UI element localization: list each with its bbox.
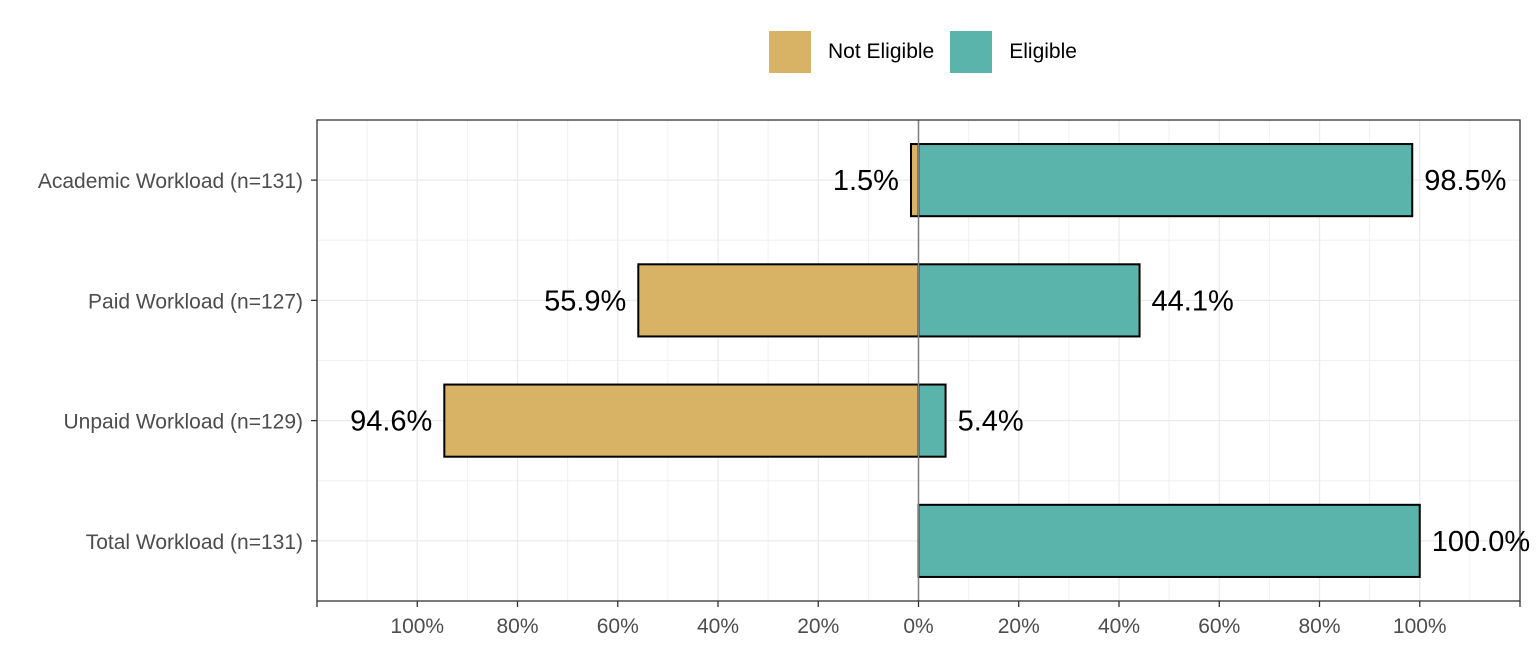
category-label: Unpaid Workload (n=129): [63, 411, 303, 434]
legend-swatch: [950, 31, 993, 73]
category-label: Total Workload (n=131): [86, 531, 303, 554]
category-label: Paid Workload (n=127): [88, 290, 303, 313]
x-tick-label: 40%: [697, 615, 739, 638]
data-label-not-eligible: 1.5%: [833, 165, 899, 197]
x-tick-label: 80%: [496, 615, 538, 638]
x-tick-label: 60%: [1198, 615, 1240, 638]
legend-label: Eligible: [1009, 40, 1077, 63]
category-label: Academic Workload (n=131): [38, 170, 303, 193]
bar-not-eligible: [443, 383, 920, 458]
bar-eligible: [917, 503, 1421, 578]
data-label-eligible: 44.1%: [1152, 285, 1234, 317]
data-label-eligible: 5.4%: [958, 406, 1024, 438]
x-tick-label: 20%: [998, 615, 1040, 638]
legend-item: Eligible: [950, 31, 1077, 73]
x-tick-label: 60%: [597, 615, 639, 638]
bar-not-eligible: [637, 263, 920, 338]
legend-item: Not Eligible: [769, 31, 934, 73]
data-label-not-eligible: 94.6%: [350, 406, 432, 438]
data-label-eligible: 98.5%: [1424, 165, 1506, 197]
x-tick-label: 0%: [903, 615, 933, 638]
data-label-eligible: 100.0%: [1432, 526, 1530, 558]
x-tick-label: 20%: [797, 615, 839, 638]
bar-not-eligible: [909, 143, 920, 218]
bar-eligible: [917, 143, 1414, 218]
legend-swatch: [769, 31, 811, 73]
legend-label: Not Eligible: [828, 40, 935, 63]
x-tick-label: 100%: [1393, 615, 1447, 638]
legend: Not Eligible Eligible: [769, 31, 1093, 73]
bar-eligible: [917, 263, 1141, 338]
x-tick-label: 40%: [1098, 615, 1140, 638]
data-label-not-eligible: 55.9%: [544, 285, 626, 317]
x-tick-label: 80%: [1298, 615, 1340, 638]
x-tick-label: 100%: [390, 615, 444, 638]
bar-eligible: [917, 383, 947, 458]
